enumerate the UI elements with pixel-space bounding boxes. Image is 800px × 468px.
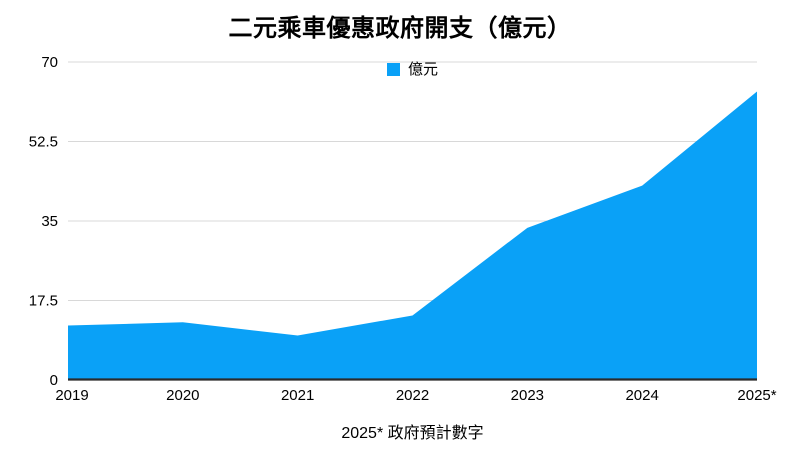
y-axis-tick-label: 35 <box>41 213 58 230</box>
legend-series-label: 億元 <box>407 61 438 78</box>
chart-title: 二元乘車優惠政府開支（億元） <box>228 15 572 42</box>
x-axis-tick-label: 2023 <box>511 387 544 404</box>
legend-swatch-icon <box>386 63 400 76</box>
x-axis-tick-label: 2022 <box>396 387 429 404</box>
y-axis-tick-label: 0 <box>50 372 58 389</box>
x-axis-tick-label: 2019 <box>55 387 88 404</box>
y-axis-tick-label: 52.5 <box>29 134 58 151</box>
chart-footnote: 2025* 政府預計數字 <box>341 425 484 442</box>
area-series <box>68 91 757 381</box>
y-axis-tick-label: 70 <box>41 54 58 71</box>
x-axis-tick-label: 2024 <box>625 387 658 404</box>
y-axis-tick-label: 17.5 <box>29 293 58 310</box>
chart-legend: 億元 <box>68 62 757 77</box>
x-axis-tick-label: 2021 <box>281 387 314 404</box>
x-axis-tick-label: 2020 <box>166 387 199 404</box>
x-axis-tick-label: 2025* <box>737 387 776 404</box>
